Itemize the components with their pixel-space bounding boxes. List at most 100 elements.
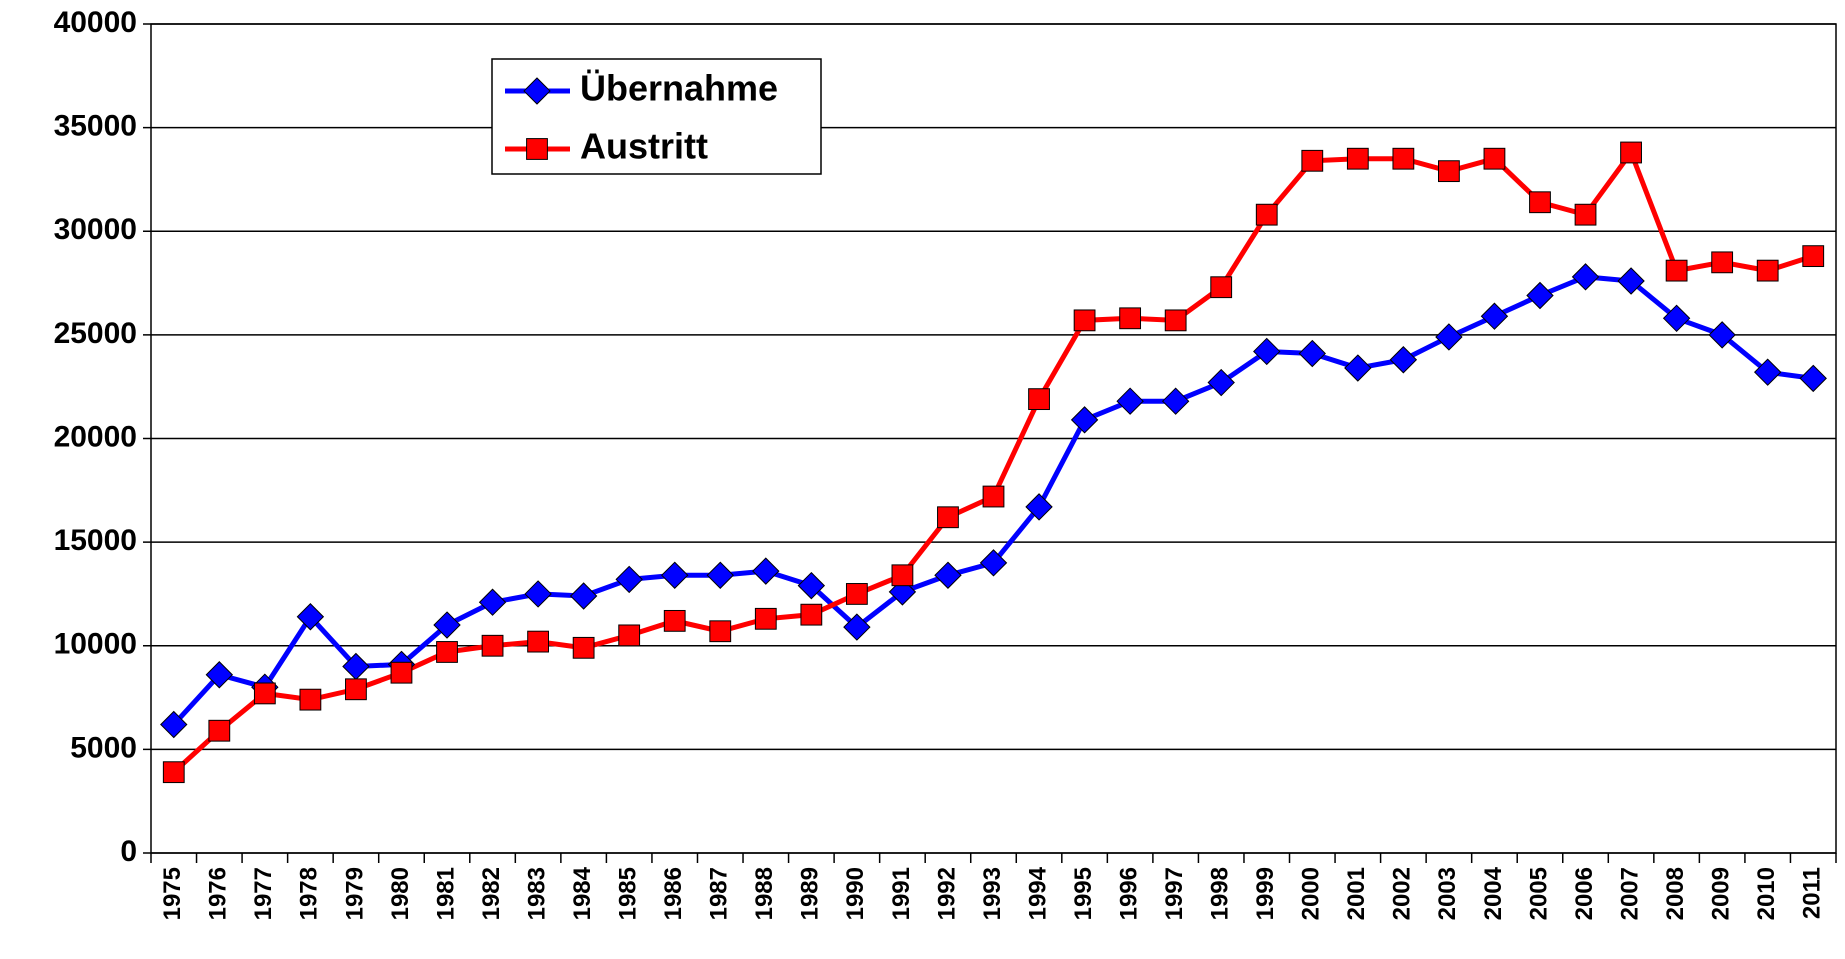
marker [934,561,962,589]
marker [1070,406,1099,434]
x-tick-label: 1987 [706,867,733,920]
marker [845,583,868,605]
marker [478,588,507,616]
marker [1210,276,1233,299]
marker [572,636,595,659]
marker [752,557,780,585]
marker [1662,304,1691,333]
marker [436,641,458,663]
x-tick-label: 1988 [751,867,778,920]
marker [1392,147,1415,170]
x-tick-label: 1983 [523,867,550,920]
marker [208,719,231,742]
marker [1620,141,1642,164]
marker [1756,259,1779,282]
marker [800,603,823,626]
marker [1708,321,1736,349]
marker [1164,309,1187,332]
x-tick-label: 2000 [1298,867,1325,920]
x-tick-label: 2003 [1434,867,1461,920]
marker [1298,339,1326,368]
x-tick-label: 2011 [1799,867,1826,919]
marker [1346,147,1369,170]
y-tick-label: 25000 [54,317,137,350]
marker [1301,149,1324,172]
marker [706,561,734,589]
x-tick-label: 1990 [842,867,869,920]
marker [253,682,276,705]
x-tick-label: 1985 [615,867,642,920]
legend-label: Übernahme [580,68,778,109]
x-tick-label: 1992 [933,867,960,920]
marker [162,761,185,784]
x-tick-label: 1980 [387,867,414,920]
x-tick-label: 1998 [1207,867,1234,920]
x-tick-label: 2007 [1616,867,1643,920]
marker [1753,358,1782,386]
marker [1116,387,1144,415]
marker [615,565,643,594]
marker [1207,368,1235,397]
x-tick-label: 1982 [478,867,505,920]
x-tick-label: 1994 [1024,866,1051,920]
marker [345,678,367,701]
marker [1802,245,1825,268]
x-tick-label: 2005 [1525,867,1552,920]
marker [1255,203,1278,226]
marker [433,611,461,639]
y-tick-label: 30000 [54,213,137,246]
x-tick-label: 1986 [660,867,687,920]
x-tick-label: 1977 [250,867,277,920]
marker [205,661,234,689]
y-tick-label: 15000 [54,524,137,557]
marker [1073,309,1096,332]
marker [843,613,871,641]
x-tick-label: 1993 [979,867,1006,920]
x-tick-label: 1976 [205,867,232,920]
x-tick-label: 1979 [341,867,368,920]
marker [1483,147,1506,170]
marker [1025,493,1053,521]
x-tick-label: 1978 [296,867,323,920]
x-tick-label: 1995 [1070,867,1097,920]
marker [1389,346,1418,374]
marker [1526,281,1554,310]
marker [527,630,549,653]
x-tick-label: 1981 [432,867,459,920]
marker [1711,251,1734,274]
x-tick-label: 2001 [1343,867,1370,920]
y-tick-label: 20000 [54,420,137,453]
y-tick-label: 10000 [54,628,137,661]
marker [979,549,1008,577]
x-tick-label: 1991 [888,867,915,920]
y-tick-label: 40000 [54,6,137,39]
marker [390,661,413,684]
x-tick-label: 1984 [569,866,596,920]
marker [1435,323,1463,351]
x-tick-label: 1989 [797,867,824,920]
marker [1253,337,1281,366]
x-tick-label: 1996 [1115,867,1142,920]
marker [1617,267,1645,295]
marker [1480,302,1509,330]
marker [663,609,686,632]
x-tick-label: 2002 [1389,867,1416,920]
x-tick-label: 1999 [1252,867,1279,920]
legend-label: Austritt [580,126,708,167]
x-tick-label: 2010 [1753,867,1780,920]
y-tick-label: 5000 [70,731,137,764]
x-tick-label: 2004 [1480,866,1507,920]
y-tick-label: 0 [120,835,137,868]
marker [1665,259,1688,282]
marker [1574,203,1597,226]
marker [1344,354,1372,382]
marker [937,506,959,529]
marker [1799,364,1827,393]
x-tick-label: 2008 [1662,867,1689,920]
marker [891,564,914,587]
y-tick-label: 35000 [54,110,137,143]
marker [526,138,548,160]
marker [569,582,598,610]
marker [797,571,826,600]
